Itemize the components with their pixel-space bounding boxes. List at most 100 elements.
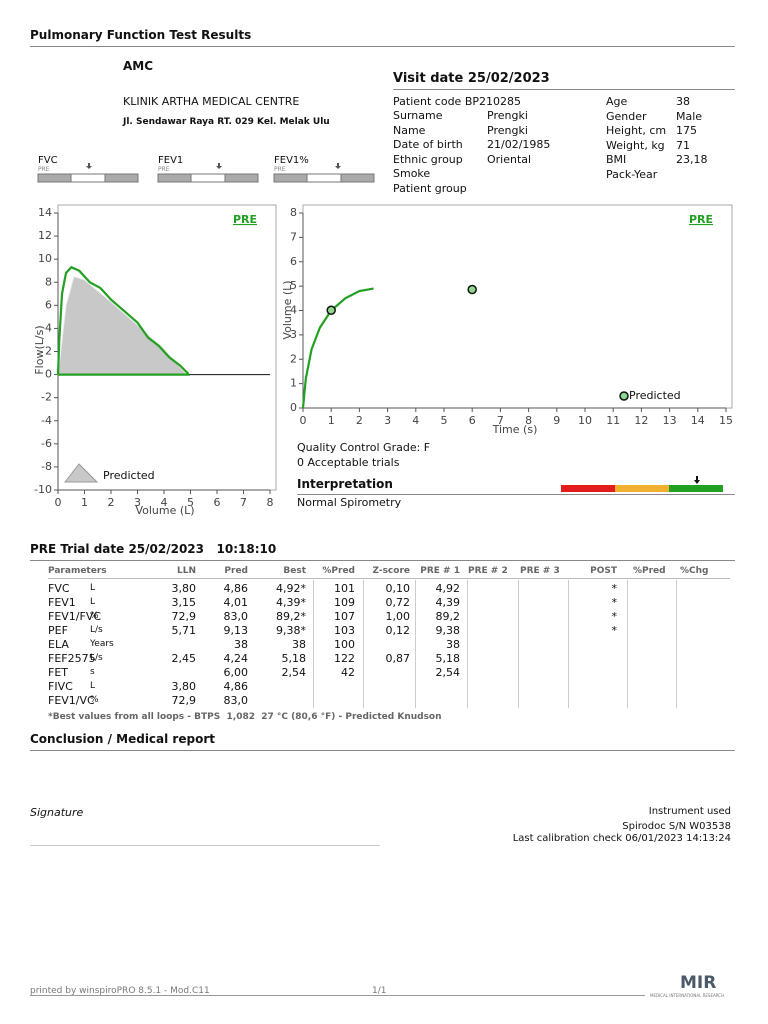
- table-cell: 0,72: [385, 596, 411, 609]
- interpretation-scale: [561, 476, 723, 492]
- y-tick-label: 5: [290, 279, 297, 292]
- x-tick-label: 0: [300, 414, 307, 427]
- x-tick-label: 5: [441, 414, 448, 427]
- field-label: Height, cm: [606, 124, 667, 138]
- row-label: FEF2575: [48, 652, 96, 665]
- table-cell: 38: [446, 638, 460, 651]
- x-tick-label: 5: [187, 496, 194, 509]
- x-tick-label: 7: [497, 414, 504, 427]
- table-cell: *: [611, 610, 618, 623]
- column-header: Pred: [224, 566, 248, 576]
- table-cell: 109: [334, 596, 355, 609]
- table-cell: 89,2: [435, 610, 461, 623]
- printed-by: printed by winspiroPRO 8.5.1 - Mod.C11: [30, 986, 210, 996]
- rule: [30, 750, 735, 751]
- legend-marker: [63, 463, 99, 483]
- instrument: Spirodoc S/N W03538: [622, 821, 731, 832]
- line: [56, 265, 191, 376]
- rule: [30, 46, 735, 47]
- x-axis-label: Time (s): [492, 423, 538, 436]
- table-cell: 83,0: [223, 694, 249, 707]
- rule: [48, 578, 730, 579]
- column-header: PRE # 1: [420, 566, 460, 576]
- point: [326, 305, 336, 316]
- field-value: 23,18: [676, 153, 708, 167]
- x-tick-label: 4: [161, 496, 168, 509]
- x-tick-label: 9: [553, 414, 560, 427]
- x-tick-label: 6: [469, 414, 476, 427]
- row-label: FET: [48, 666, 68, 679]
- field-value: Male: [676, 109, 703, 123]
- y-axis-label: Flow(L/s): [33, 325, 46, 374]
- table-cell: 38: [292, 638, 306, 651]
- y-tick-label: 0: [290, 401, 297, 414]
- footnote: *Best values from all loops - BTPS 1,082…: [48, 712, 442, 722]
- table-cell: s: [90, 667, 95, 677]
- table-cell: 38: [234, 638, 248, 651]
- y-tick-label: -4: [41, 414, 52, 427]
- rule: [393, 89, 735, 90]
- legend-label: Predicted: [629, 389, 681, 402]
- x-axis-label: Volume (L): [135, 504, 194, 517]
- table-cell: L/s: [90, 625, 103, 635]
- column-header: %Pred: [633, 566, 666, 576]
- column-header: Best: [283, 566, 306, 576]
- field-label: Gender: [606, 109, 647, 123]
- signature: Signature: [30, 806, 84, 819]
- y-tick-label: 8: [45, 275, 52, 288]
- row-label: FEV1: [48, 596, 76, 609]
- table-cell: %: [90, 695, 99, 705]
- y-tick-label: 4: [290, 304, 297, 317]
- table-cell: 9,38*: [276, 624, 306, 637]
- table-cell: %: [90, 611, 99, 621]
- row-label: FIVC: [48, 680, 73, 693]
- conclusion-heading: Conclusion / Medical report: [30, 732, 215, 746]
- y-tick-label: 14: [38, 206, 52, 219]
- column-header: PRE # 3: [520, 566, 560, 576]
- field-value: Prengki: [487, 109, 528, 122]
- x-tick-label: 6: [214, 496, 221, 509]
- logo-sub: MEDICAL INTERNATIONAL RESEARCH: [650, 993, 725, 998]
- row-label: FEV1/FVC: [48, 610, 102, 623]
- x-tick-label: 0: [55, 496, 62, 509]
- column-header: LLN: [176, 566, 196, 576]
- table-cell: 3,80: [171, 582, 197, 595]
- field-label: Patient group: [393, 182, 467, 195]
- column-rule: [518, 580, 519, 708]
- y-tick-label: 7: [290, 230, 297, 243]
- trial-title: PRE Trial date 25/02/2023 10:18:10: [30, 542, 277, 556]
- x-tick-label: 10: [578, 414, 592, 427]
- x-tick-label: 1: [328, 414, 335, 427]
- table-cell: 5,71: [171, 624, 197, 637]
- table-cell: 2,45: [171, 652, 197, 665]
- x-tick-label: 3: [134, 496, 141, 509]
- table-cell: 4,86: [223, 680, 249, 693]
- table-cell: 72,9: [171, 610, 197, 623]
- y-tick-label: -8: [41, 460, 52, 473]
- legend-label: Predicted: [103, 469, 155, 482]
- x-tick-label: 12: [634, 414, 648, 427]
- field-label: Ethnic group: [393, 152, 463, 166]
- x-tick-label: 11: [606, 414, 620, 427]
- field-label: Date of birth: [393, 138, 463, 152]
- y-tick-label: 1: [290, 377, 297, 390]
- plot-frame: [302, 204, 733, 409]
- table-cell: 4,92: [435, 582, 461, 595]
- table-cell: 4,39: [435, 596, 461, 609]
- table-cell: 3,15: [171, 596, 197, 609]
- table-cell: 107: [334, 610, 355, 623]
- y-tick-label: 2: [45, 345, 52, 358]
- y-tick-label: -10: [34, 483, 52, 496]
- instrument: Last calibration check 06/01/2023 14:13:…: [512, 833, 731, 844]
- legend-label: PRE: [689, 213, 713, 226]
- table-cell: 5,18: [435, 652, 461, 665]
- indicator-name: FEV1: [158, 155, 184, 166]
- x-tick-label: 1: [81, 496, 88, 509]
- field-label: Weight, kg: [606, 138, 665, 152]
- x-tick-label: 13: [663, 414, 677, 427]
- patient-code: Patient code BP210285: [393, 95, 521, 108]
- field-label: Age: [606, 95, 628, 108]
- table-cell: 4,92*: [276, 582, 306, 595]
